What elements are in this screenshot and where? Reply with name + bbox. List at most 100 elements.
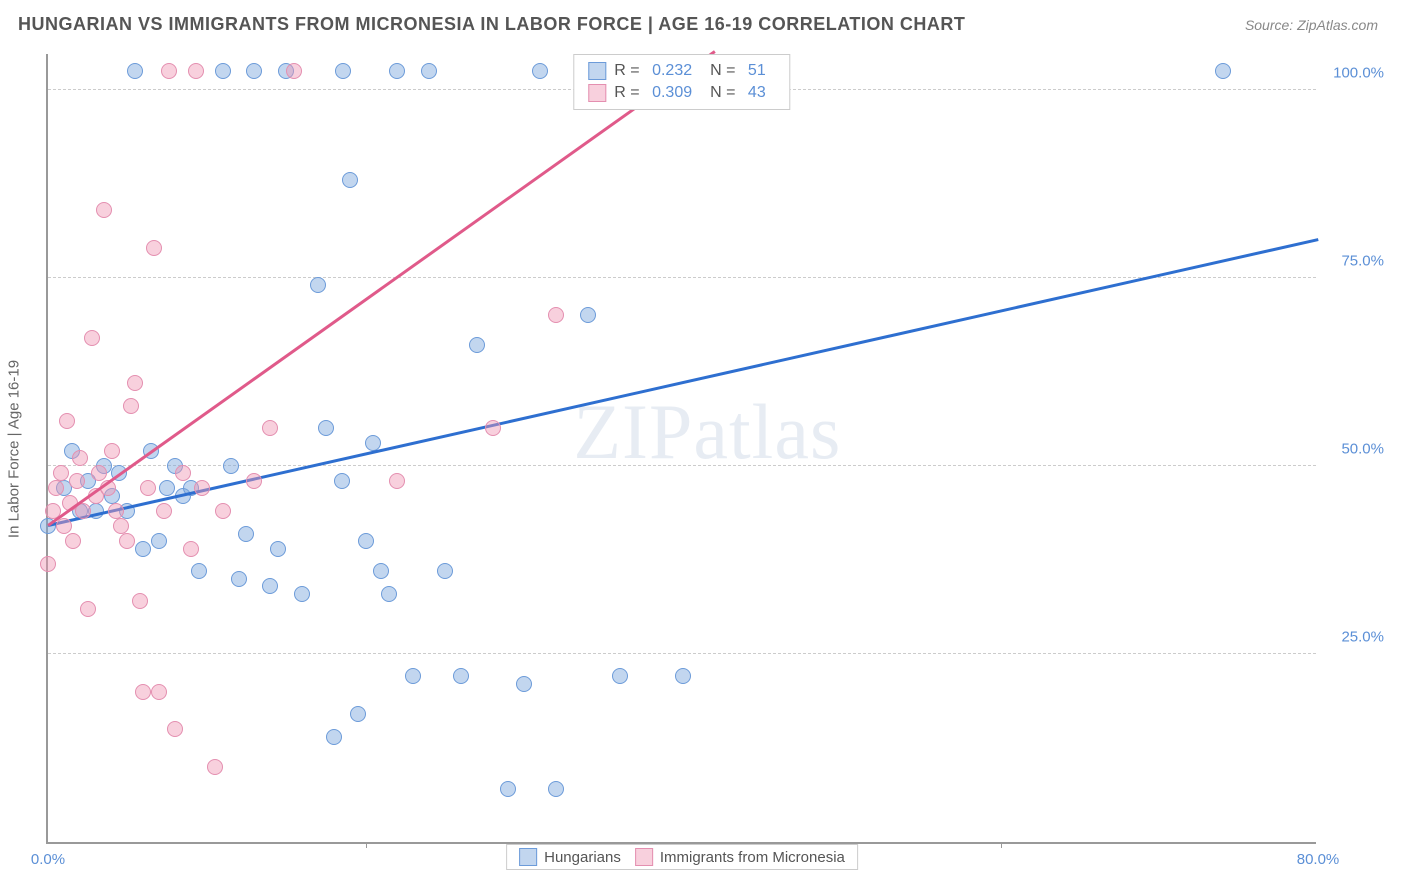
- gridline: [48, 653, 1316, 654]
- y-axis-label: In Labor Force | Age 16-19: [6, 360, 23, 538]
- trend-line: [48, 238, 1319, 526]
- data-point: [326, 729, 342, 745]
- y-tick-label: 100.0%: [1333, 64, 1384, 81]
- y-tick-label: 75.0%: [1341, 252, 1384, 269]
- data-point: [500, 781, 516, 797]
- data-point: [119, 533, 135, 549]
- data-point: [612, 668, 628, 684]
- data-point: [104, 443, 120, 459]
- data-point: [135, 541, 151, 557]
- data-point: [69, 473, 85, 489]
- data-point: [191, 563, 207, 579]
- data-point: [548, 781, 564, 797]
- data-point: [127, 63, 143, 79]
- data-point: [151, 533, 167, 549]
- legend-swatch: [635, 848, 653, 866]
- legend-row: R = 0.232N = 51: [588, 60, 775, 82]
- data-point: [123, 398, 139, 414]
- data-point: [156, 503, 172, 519]
- legend-label: Immigrants from Micronesia: [660, 849, 845, 866]
- x-tick-mark: [1001, 842, 1002, 848]
- series-legend: Hungarians Immigrants from Micronesia: [506, 844, 858, 870]
- data-point: [262, 578, 278, 594]
- data-point: [246, 473, 262, 489]
- data-point: [40, 556, 56, 572]
- data-point: [238, 526, 254, 542]
- x-tick-label: 80.0%: [1297, 851, 1340, 868]
- data-point: [262, 420, 278, 436]
- legend-n-label: N =: [710, 62, 740, 80]
- data-point: [188, 63, 204, 79]
- data-point: [675, 668, 691, 684]
- data-point: [270, 541, 286, 557]
- data-point: [175, 465, 191, 481]
- legend-swatch: [588, 62, 606, 80]
- chart-area: In Labor Force | Age 16-19 ZIPatlas 25.0…: [46, 54, 1386, 844]
- data-point: [159, 480, 175, 496]
- data-point: [453, 668, 469, 684]
- data-point: [223, 458, 239, 474]
- data-point: [350, 706, 366, 722]
- data-point: [215, 63, 231, 79]
- legend-swatch: [519, 848, 537, 866]
- data-point: [113, 518, 129, 534]
- legend-r-label: R =: [614, 84, 644, 102]
- legend-r-label: R =: [614, 62, 644, 80]
- chart-header: HUNGARIAN VS IMMIGRANTS FROM MICRONESIA …: [0, 0, 1406, 43]
- data-point: [194, 480, 210, 496]
- watermark: ZIPatlas: [573, 387, 841, 477]
- data-point: [485, 420, 501, 436]
- data-point: [532, 63, 548, 79]
- data-point: [65, 533, 81, 549]
- data-point: [167, 721, 183, 737]
- data-point: [48, 480, 64, 496]
- data-point: [580, 307, 596, 323]
- data-point: [1215, 63, 1231, 79]
- data-point: [151, 684, 167, 700]
- chart-title: HUNGARIAN VS IMMIGRANTS FROM MICRONESIA …: [18, 14, 965, 35]
- trend-line: [47, 50, 715, 526]
- data-point: [334, 473, 350, 489]
- data-point: [207, 759, 223, 775]
- legend-r-value: 0.232: [652, 62, 692, 80]
- data-point: [389, 473, 405, 489]
- data-point: [294, 586, 310, 602]
- data-point: [127, 375, 143, 391]
- legend-n-label: N =: [710, 84, 740, 102]
- data-point: [335, 63, 351, 79]
- legend-swatch: [588, 84, 606, 102]
- gridline: [48, 277, 1316, 278]
- data-point: [80, 601, 96, 617]
- data-point: [373, 563, 389, 579]
- data-point: [437, 563, 453, 579]
- data-point: [342, 172, 358, 188]
- data-point: [231, 571, 247, 587]
- y-tick-label: 25.0%: [1341, 628, 1384, 645]
- plot-area: ZIPatlas 25.0%50.0%75.0%100.0%0.0%80.0%R…: [46, 54, 1316, 844]
- data-point: [59, 413, 75, 429]
- data-point: [132, 593, 148, 609]
- data-point: [108, 503, 124, 519]
- data-point: [358, 533, 374, 549]
- data-point: [56, 518, 72, 534]
- data-point: [310, 277, 326, 293]
- data-point: [516, 676, 532, 692]
- x-tick-mark: [366, 842, 367, 848]
- data-point: [405, 668, 421, 684]
- legend-label: Hungarians: [544, 849, 621, 866]
- data-point: [146, 240, 162, 256]
- data-point: [548, 307, 564, 323]
- data-point: [53, 465, 69, 481]
- data-point: [91, 465, 107, 481]
- data-point: [421, 63, 437, 79]
- data-point: [215, 503, 231, 519]
- legend-item: Hungarians: [519, 848, 621, 866]
- data-point: [161, 63, 177, 79]
- data-point: [318, 420, 334, 436]
- data-point: [84, 330, 100, 346]
- data-point: [389, 63, 405, 79]
- data-point: [246, 63, 262, 79]
- legend-row: R = 0.309N = 43: [588, 82, 775, 104]
- x-tick-label: 0.0%: [31, 851, 65, 868]
- legend-r-value: 0.309: [652, 84, 692, 102]
